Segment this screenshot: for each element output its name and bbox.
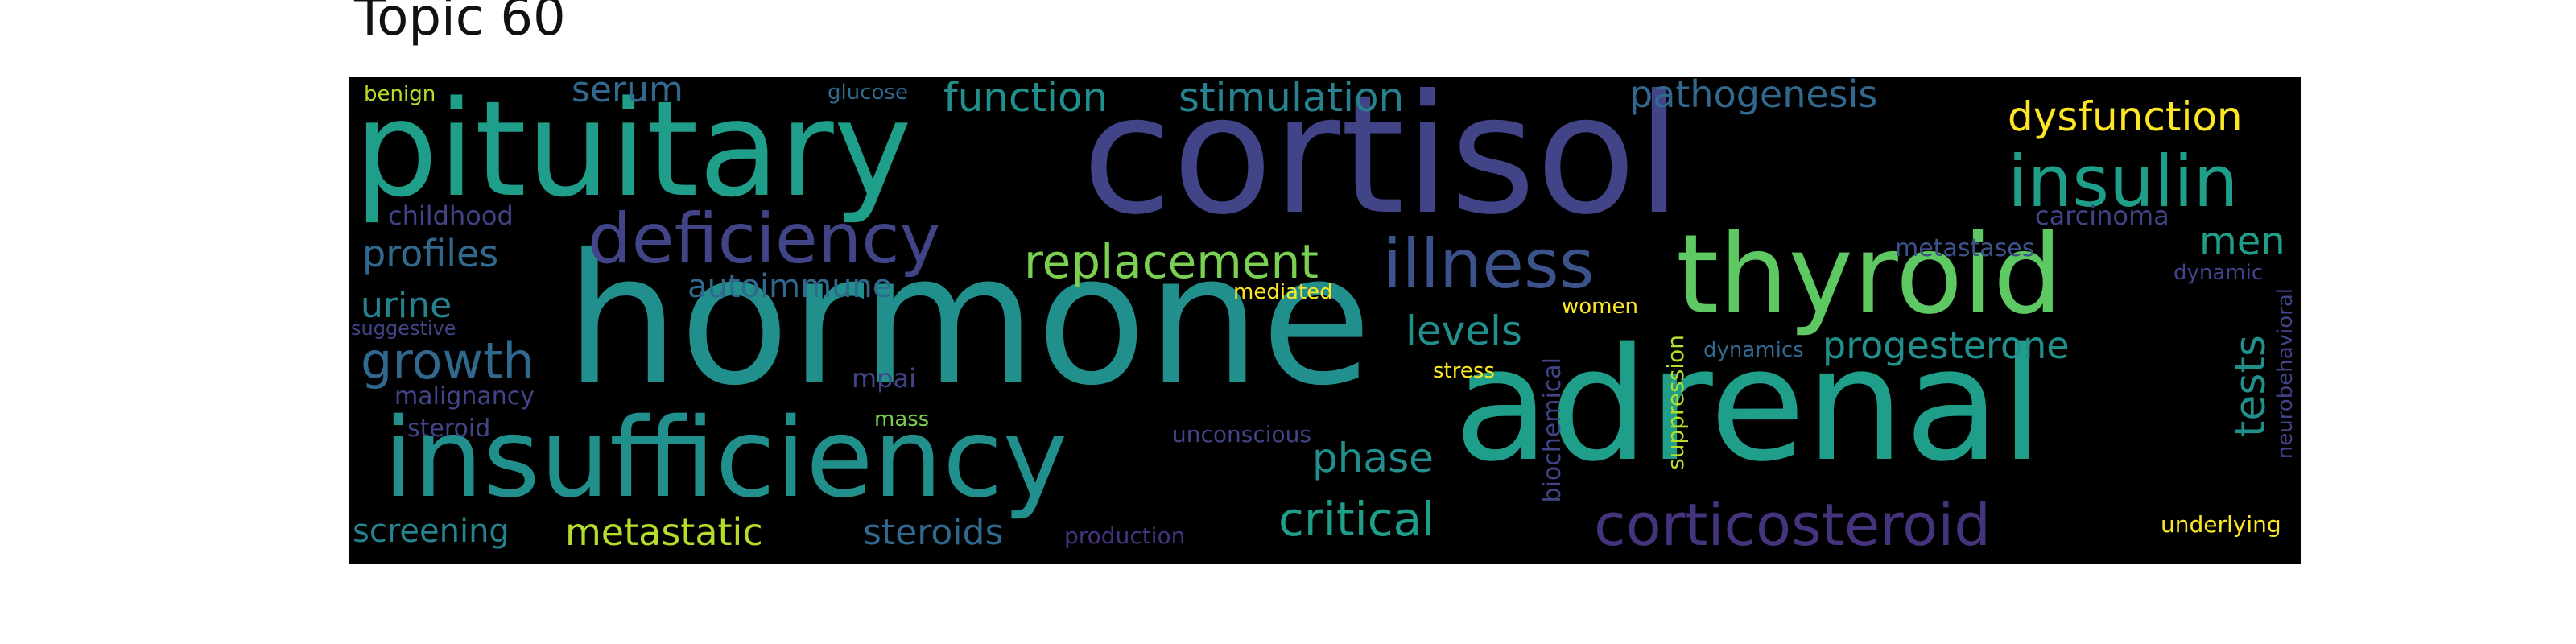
word-levels: levels xyxy=(1406,308,1522,354)
word-women: women xyxy=(1562,295,1638,319)
word-suppression: suppression xyxy=(1662,335,1689,470)
word-illness: illness xyxy=(1383,225,1595,303)
word-screening: screening xyxy=(353,513,510,550)
word-function: function xyxy=(943,77,1108,121)
word-hormone: hormone xyxy=(565,215,1373,425)
word-critical: critical xyxy=(1278,492,1435,547)
word-men: men xyxy=(2199,219,2285,264)
word-stimulation: stimulation xyxy=(1179,77,1405,121)
word-progesterone: progesterone xyxy=(1823,324,2070,367)
word-corticosteroid: corticosteroid xyxy=(1594,491,1991,559)
word-neurobehavioral: neurobehavioral xyxy=(2273,288,2297,460)
word-mpai: mpai xyxy=(852,363,916,394)
word-profiles: profiles xyxy=(362,232,499,275)
word-suggestive: suggestive xyxy=(351,317,456,340)
word-underlying: underlying xyxy=(2161,511,2281,538)
word-dynamics: dynamics xyxy=(1703,338,1804,362)
word-insulin: insulin xyxy=(2008,140,2239,223)
word-tests: tests xyxy=(2227,335,2275,437)
word-unconscious: unconscious xyxy=(1172,421,1311,448)
word-insufficiency: insufficiency xyxy=(383,395,1068,522)
word-metastases: metastases xyxy=(1895,234,2035,262)
word-carcinoma: carcinoma xyxy=(2035,200,2169,231)
word-cloud: hormone cortisol adrenal pituitary insuf… xyxy=(349,77,2301,564)
word-mass: mass xyxy=(874,407,930,431)
word-steroid: steroid xyxy=(407,415,491,443)
word-cortisol: cortisol xyxy=(1082,77,1682,251)
word-biochemical: biochemical xyxy=(1538,357,1567,503)
word-stress: stress xyxy=(1433,359,1495,383)
word-deficiency: deficiency xyxy=(588,199,941,279)
word-growth: growth xyxy=(361,332,535,390)
figure-title: Topic 60 xyxy=(354,0,566,47)
word-phase: phase xyxy=(1312,435,1434,481)
word-malignancy: malignancy xyxy=(394,382,535,411)
word-thyroid: thyroid xyxy=(1676,212,2063,339)
word-benign: benign xyxy=(364,82,436,106)
word-dysfunction: dysfunction xyxy=(2008,93,2243,140)
word-pathogenesis: pathogenesis xyxy=(1629,77,1878,116)
word-production: production xyxy=(1064,522,1186,549)
word-dynamic: dynamic xyxy=(2174,261,2264,285)
word-glucose: glucose xyxy=(828,80,908,105)
word-mediated: mediated xyxy=(1233,280,1333,304)
word-metastatic: metastatic xyxy=(565,510,763,554)
word-serum: serum xyxy=(572,77,683,110)
word-childhood: childhood xyxy=(388,200,514,231)
word-steroids: steroids xyxy=(863,512,1004,553)
word-pituitary: pituitary xyxy=(354,77,912,226)
word-autoimmune: autoimmune xyxy=(687,268,893,305)
word-urine: urine xyxy=(361,285,452,326)
word-adrenal: adrenal xyxy=(1454,314,2044,496)
word-replacement: replacement xyxy=(1024,234,1319,289)
